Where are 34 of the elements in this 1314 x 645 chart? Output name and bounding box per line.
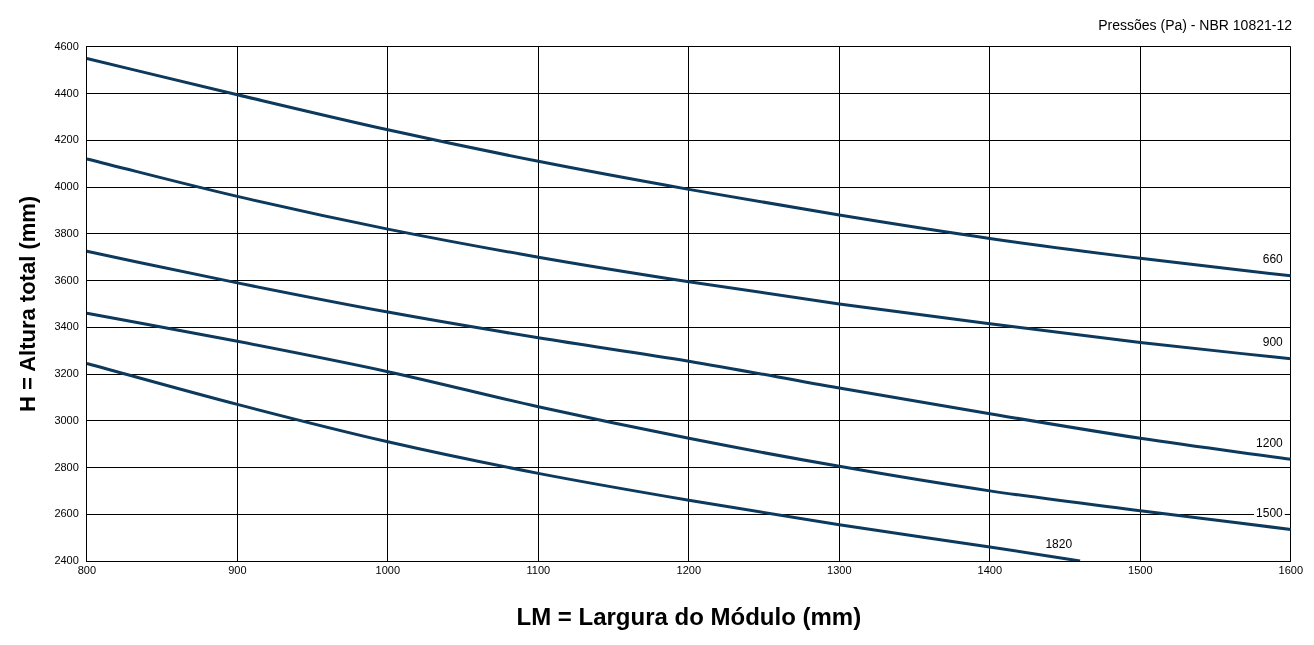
y-tick-label: 4400 xyxy=(54,86,79,99)
chart-title: Pressões (Pa) - NBR 10821-12 xyxy=(1098,17,1293,34)
y-tick-label: 3400 xyxy=(54,320,79,333)
line-series xyxy=(86,56,1291,278)
line-series xyxy=(86,157,1291,361)
y-tick-label: 3000 xyxy=(54,413,79,426)
series-label: 1820 xyxy=(1045,537,1073,552)
y-tick-label: 4000 xyxy=(54,180,79,193)
x-tick-label: 1100 xyxy=(526,563,551,576)
x-tick-label: 1400 xyxy=(977,563,1003,576)
x-tick-label: 900 xyxy=(228,563,247,576)
series-label: 1200 xyxy=(1256,435,1284,450)
x-tick-label: 1200 xyxy=(676,563,702,576)
x-tick-label: 1300 xyxy=(827,563,852,576)
line-series xyxy=(86,249,1291,461)
x-tick-label: 1000 xyxy=(375,563,401,576)
line-series xyxy=(86,362,1082,561)
y-tick-label: 3800 xyxy=(54,226,79,239)
y-tick-label: 2600 xyxy=(54,507,79,520)
y-tick-label: 3600 xyxy=(54,273,79,286)
x-tick-label: 1500 xyxy=(1128,563,1153,576)
y-tick-label: 2400 xyxy=(54,554,79,567)
series-label: 900 xyxy=(1262,335,1284,350)
y-tick-label: 2800 xyxy=(54,460,79,473)
x-tick-label: 800 xyxy=(77,563,97,576)
y-tick-label: 4200 xyxy=(54,133,79,146)
series-label: 660 xyxy=(1262,252,1284,267)
y-axis-title: H = Altura total (mm) xyxy=(15,195,41,412)
x-tick-label: 1600 xyxy=(1278,563,1304,576)
x-axis-title: LM = Largura do Módulo (mm) xyxy=(516,603,862,631)
line-series xyxy=(86,311,1291,531)
y-tick-label: 3200 xyxy=(54,367,79,380)
y-tick-label: 4600 xyxy=(54,39,79,52)
series-label: 1500 xyxy=(1256,505,1284,520)
